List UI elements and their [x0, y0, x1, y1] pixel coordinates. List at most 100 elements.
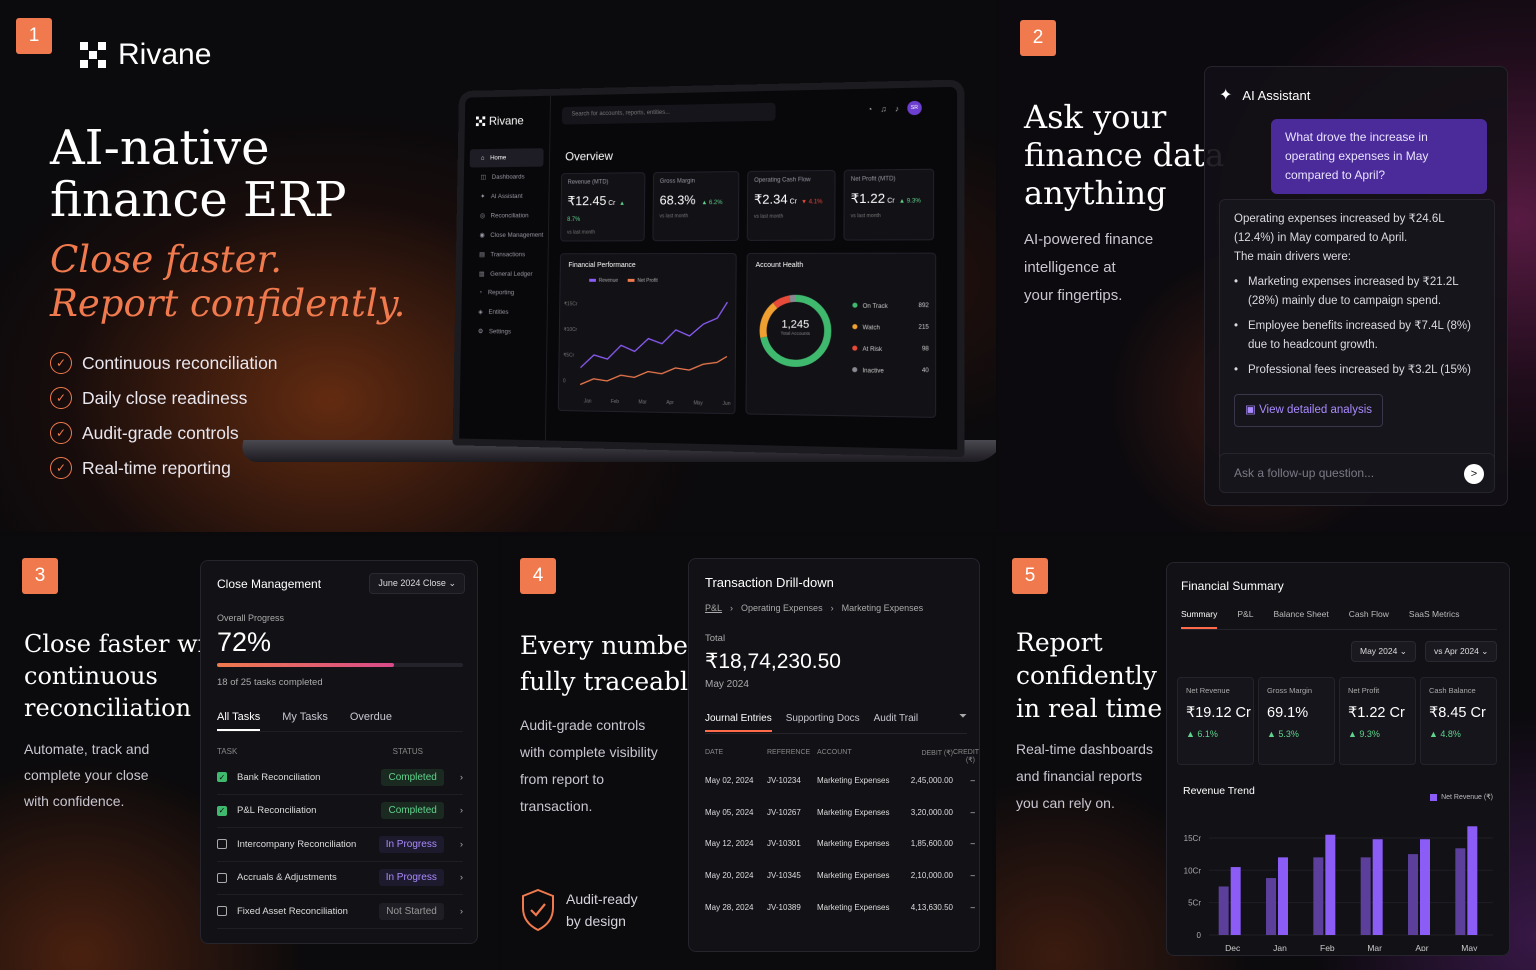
tab-balance-sheet[interactable]: Balance Sheet	[1273, 609, 1328, 629]
task-name: P&L Reconciliation	[237, 805, 381, 816]
breadcrumb-item[interactable]: Marketing Expenses	[842, 603, 924, 613]
nav-item-ai-assistant[interactable]: ✦ AI Assistant	[463, 186, 548, 206]
task-row[interactable]: Accruals & Adjustments In Progress ›	[217, 862, 463, 896]
kpi-label: Gross Margin	[1267, 686, 1326, 695]
chevron-down-icon: ⌄	[1481, 646, 1488, 656]
app-search-input[interactable]: Search for accounts, reports, entities..…	[562, 103, 776, 125]
y-tick-label: 0	[1197, 931, 1202, 940]
task-name: Accruals & Adjustments	[237, 872, 379, 883]
financial-summary-panel: 5 Report confidently in real time Real-t…	[996, 536, 1536, 970]
chevron-right-icon[interactable]: ›	[460, 805, 463, 816]
help-icon[interactable]: ◔	[867, 104, 872, 113]
task-checkbox[interactable]	[217, 873, 227, 883]
p5-title-line1: Report	[1016, 626, 1162, 659]
column-header: DATE	[705, 749, 767, 764]
column-header: ACCOUNT	[817, 749, 895, 764]
answer-bullet: • Marketing expenses increased by ₹21.2L …	[1234, 273, 1480, 311]
tab-summary[interactable]: Summary	[1181, 609, 1217, 629]
status-badge: Completed	[381, 802, 443, 819]
rivane-logo-icon	[476, 116, 485, 126]
kpi-sub: vs last month	[754, 213, 828, 220]
column-header: CREDIT (₹)	[953, 749, 975, 764]
view-analysis-link[interactable]: ▣ View detailed analysis	[1234, 394, 1383, 427]
kpi-label: Net Profit	[1348, 686, 1407, 695]
p4-title-line1: Every number,	[520, 628, 705, 664]
tab-p-l[interactable]: P&L	[1237, 609, 1253, 629]
journal-row[interactable]: May 02, 2024 JV-10234 Marketing Expenses 2,…	[705, 765, 975, 797]
filter-icon[interactable]: ⏷	[959, 711, 967, 722]
journal-row[interactable]: May 12, 2024 JV-10301 Marketing Expenses 1,…	[705, 828, 975, 860]
feature-item: ✓ Daily close readiness	[50, 387, 278, 409]
notification-icon[interactable]: ♪	[895, 104, 899, 113]
p4-sub-line1: Audit-grade controls	[520, 712, 658, 739]
account-health-card: Account Health 1,245 Total Accounts On T…	[745, 253, 936, 418]
feature-label: Continuous reconciliation	[82, 353, 278, 374]
task-row[interactable]: ✓ Bank Reconciliation Completed ›	[217, 761, 463, 795]
tab-supporting-docs[interactable]: Supporting Docs	[786, 713, 860, 732]
kpi-label: Operating Cash Flow	[754, 177, 828, 184]
hero-tagline-line1: Close faster.	[50, 238, 405, 282]
task-tabs: All Tasks My Tasks Overdue	[217, 711, 414, 731]
hero-panel: 1 Rivane AI-native finance ERP Close fas…	[0, 0, 996, 532]
tab-audit-trail[interactable]: Audit Trail	[874, 713, 918, 732]
journal-cell: May 28, 2024	[705, 903, 767, 912]
sparkle-icon: ✦	[1219, 85, 1232, 105]
task-row[interactable]: Fixed Asset Reconciliation Not Started ›	[217, 895, 463, 929]
task-checkbox[interactable]	[217, 906, 227, 916]
summary-kpi-card: Net Profit ₹1.22 Cr ▲ 9.3%	[1339, 677, 1416, 765]
send-button[interactable]: >	[1464, 464, 1484, 484]
p5-sub-line2: and financial reports	[1016, 763, 1153, 790]
period-select[interactable]: May 2024 ⌄	[1351, 641, 1416, 662]
task-checkbox[interactable]: ✓	[217, 772, 227, 782]
nav-item-entities[interactable]: ◈ Entities	[461, 302, 547, 322]
nav-item-reporting[interactable]: ◔ Reporting	[462, 283, 548, 302]
journal-table: May 02, 2024 JV-10234 Marketing Expenses 2,…	[705, 765, 975, 923]
journal-row[interactable]: May 05, 2024 JV-10267 Marketing Expenses 3,…	[705, 797, 975, 829]
tab-journal-entries[interactable]: Journal Entries	[705, 713, 772, 732]
nav-item-dashboards[interactable]: ◫ Dashboards	[464, 167, 549, 187]
breadcrumb-item[interactable]: P&L	[705, 603, 722, 613]
chevron-right-icon[interactable]: ›	[460, 772, 463, 783]
bar-net-revenue	[1278, 857, 1288, 935]
nav-label: Close Management	[490, 232, 543, 239]
health-legend-item: Inactive 40	[852, 367, 929, 375]
tab-my-tasks[interactable]: My Tasks	[282, 711, 328, 731]
chevron-right-icon[interactable]: ›	[460, 872, 463, 883]
task-checkbox[interactable]	[217, 839, 227, 849]
tab-overdue[interactable]: Overdue	[350, 711, 392, 731]
user-avatar[interactable]: SR	[907, 101, 921, 115]
task-row[interactable]: Intercompany Reconciliation In Progress ›	[217, 828, 463, 862]
status-dot	[852, 346, 857, 351]
status-badge: Not Started	[379, 903, 444, 920]
nav-item-home[interactable]: ⌂ Home	[470, 148, 544, 167]
compare-select[interactable]: vs Apr 2024 ⌄	[1425, 641, 1497, 662]
nav-icon: ▤	[479, 251, 485, 258]
period-select[interactable]: June 2024 Close ⌄	[369, 573, 465, 594]
chevron-right-icon[interactable]: ›	[460, 906, 463, 917]
tab-saas-metrics[interactable]: SaaS Metrics	[1409, 609, 1460, 629]
nav-item-general-ledger[interactable]: ▥ General Ledger	[462, 264, 548, 284]
bell-icon[interactable]: ♫	[880, 104, 886, 113]
total-period: May 2024	[705, 679, 749, 690]
task-checkbox[interactable]: ✓	[217, 806, 227, 816]
breadcrumb-item[interactable]: Operating Expenses	[741, 603, 823, 613]
close-management-card: Close Management June 2024 Close ⌄ Overa…	[200, 560, 478, 944]
nav-item-settings[interactable]: ⚙ Settings	[461, 321, 547, 341]
journal-row[interactable]: May 20, 2024 JV-10345 Marketing Expenses 2,…	[705, 860, 975, 892]
kpi-label: Net Revenue	[1186, 686, 1245, 695]
bar-prior	[1408, 854, 1418, 935]
nav-item-transactions[interactable]: ▤ Transactions	[462, 244, 548, 264]
nav-item-reconciliation[interactable]: ◎ Reconciliation	[463, 205, 548, 225]
chevron-right-icon[interactable]: ›	[460, 839, 463, 850]
nav-item-close-management[interactable]: ◉ Close Management	[463, 225, 548, 245]
journal-row[interactable]: May 28, 2024 JV-10389 Marketing Expenses 4,…	[705, 891, 975, 923]
x-tick-label: May	[1461, 943, 1478, 951]
task-row[interactable]: ✓ P&L Reconciliation Completed ›	[217, 795, 463, 829]
close-management-panel: 3 Close faster with continuous reconcili…	[0, 536, 498, 970]
follow-up-input[interactable]: Ask a follow-up question... >	[1219, 453, 1495, 493]
tab-all-tasks[interactable]: All Tasks	[217, 711, 260, 731]
status-badge: Completed	[381, 769, 443, 786]
tab-cash-flow[interactable]: Cash Flow	[1349, 609, 1389, 629]
kpi-value-row: ₹1.22 Cr ▲ 9.3%	[851, 190, 927, 207]
journal-cell: –	[953, 903, 975, 912]
